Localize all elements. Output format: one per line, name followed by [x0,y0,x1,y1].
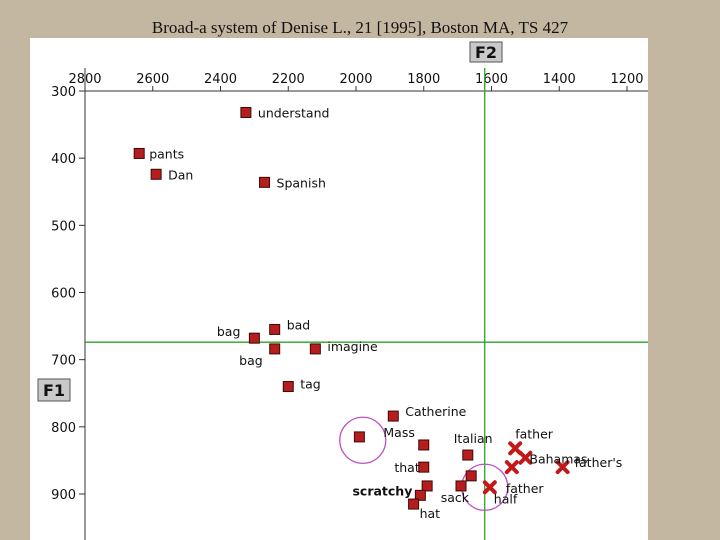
data-point-cross [555,460,570,475]
data-label: that [394,460,419,475]
data-label: hat [420,506,441,521]
cross-stroke [508,441,523,456]
data-point-square [462,449,474,461]
cross-stroke [555,460,570,475]
data-label: sack [441,490,470,505]
data-point-square [248,332,260,344]
data-label: Spanish [277,175,326,190]
data-point-square [421,480,433,492]
data-point-square [150,168,162,180]
y-tick-label: 900 [51,488,76,503]
data-label: half [494,491,518,506]
data-label: understand [258,105,330,120]
data-label: bag [239,353,263,368]
y-tick-label: 500 [51,219,76,234]
data-label: Mass [383,425,414,440]
y-tick-label: 600 [51,287,76,302]
data-point-square [465,470,477,482]
data-point-square [282,381,294,393]
cross-stroke [518,450,533,465]
y-axis-title: F1 [43,381,65,400]
data-label: pants [149,146,184,161]
data-label: scratchy [352,483,412,498]
data-point-square [414,489,426,501]
y-tick-label: 800 [51,421,76,436]
highlight-circle [339,416,387,464]
data-point-cross [508,441,523,456]
f1-badge [37,378,71,402]
data-points [133,106,570,510]
slide-title: Broad-a system of Denise L., 21 [1995], … [151,18,569,37]
x-tick-label: 2000 [339,72,372,87]
data-point-square [259,176,271,188]
x-tick-label: 1800 [407,72,440,87]
x-tick-label: 2400 [204,72,237,87]
data-point-square [418,461,430,473]
data-label: tag [300,377,321,392]
y-tick-label: 700 [51,354,76,369]
data-label: Bahamas [529,452,587,467]
x-tick-label: 1200 [610,72,643,87]
x-tick-label: 2200 [272,72,305,87]
data-label: Italian [454,431,493,446]
data-label: bag [217,324,241,339]
data-point-square [418,439,430,451]
data-point-cross [504,460,519,475]
data-point-square [309,343,321,355]
data-point-square [387,410,399,422]
data-label: Dan [168,167,193,182]
data-label: father [506,481,545,496]
x-axis-title: F2 [475,43,497,62]
data-point-square [133,147,145,159]
cross-stroke [504,460,519,475]
f2-badge [469,41,503,63]
data-point-cross [518,450,533,465]
x-tick-label: 2600 [136,72,169,87]
data-labels: understand pants Dan Spanish bad bag bag imagin… [149,105,622,521]
axes: 2800 2600 2400 2200 2000 1800 1600 1400 1200 300 4… [51,68,648,540]
data-point-square [240,106,252,118]
data-point-square [269,343,281,355]
data-label: father's [575,455,623,470]
data-point-square [269,323,281,335]
chart-panel [30,38,648,540]
data-label: Catherine [405,404,466,419]
cross-stroke [482,480,497,495]
axis-badges: F2 F1 [37,41,503,402]
data-point-square [408,498,420,510]
y-tick-label: 400 [51,152,76,167]
data-label: father [515,426,554,441]
reference-lines [85,68,648,540]
data-point-cross [482,480,497,495]
data-point-square [455,480,467,492]
data-label: imagine [327,339,378,354]
data-label: bad [287,317,311,332]
data-point-square [353,431,365,443]
x-tick-label: 1400 [543,72,576,87]
x-tick-label: 1600 [475,72,508,87]
y-tick-label: 300 [51,85,76,100]
x-tick-label: 2800 [68,72,101,87]
